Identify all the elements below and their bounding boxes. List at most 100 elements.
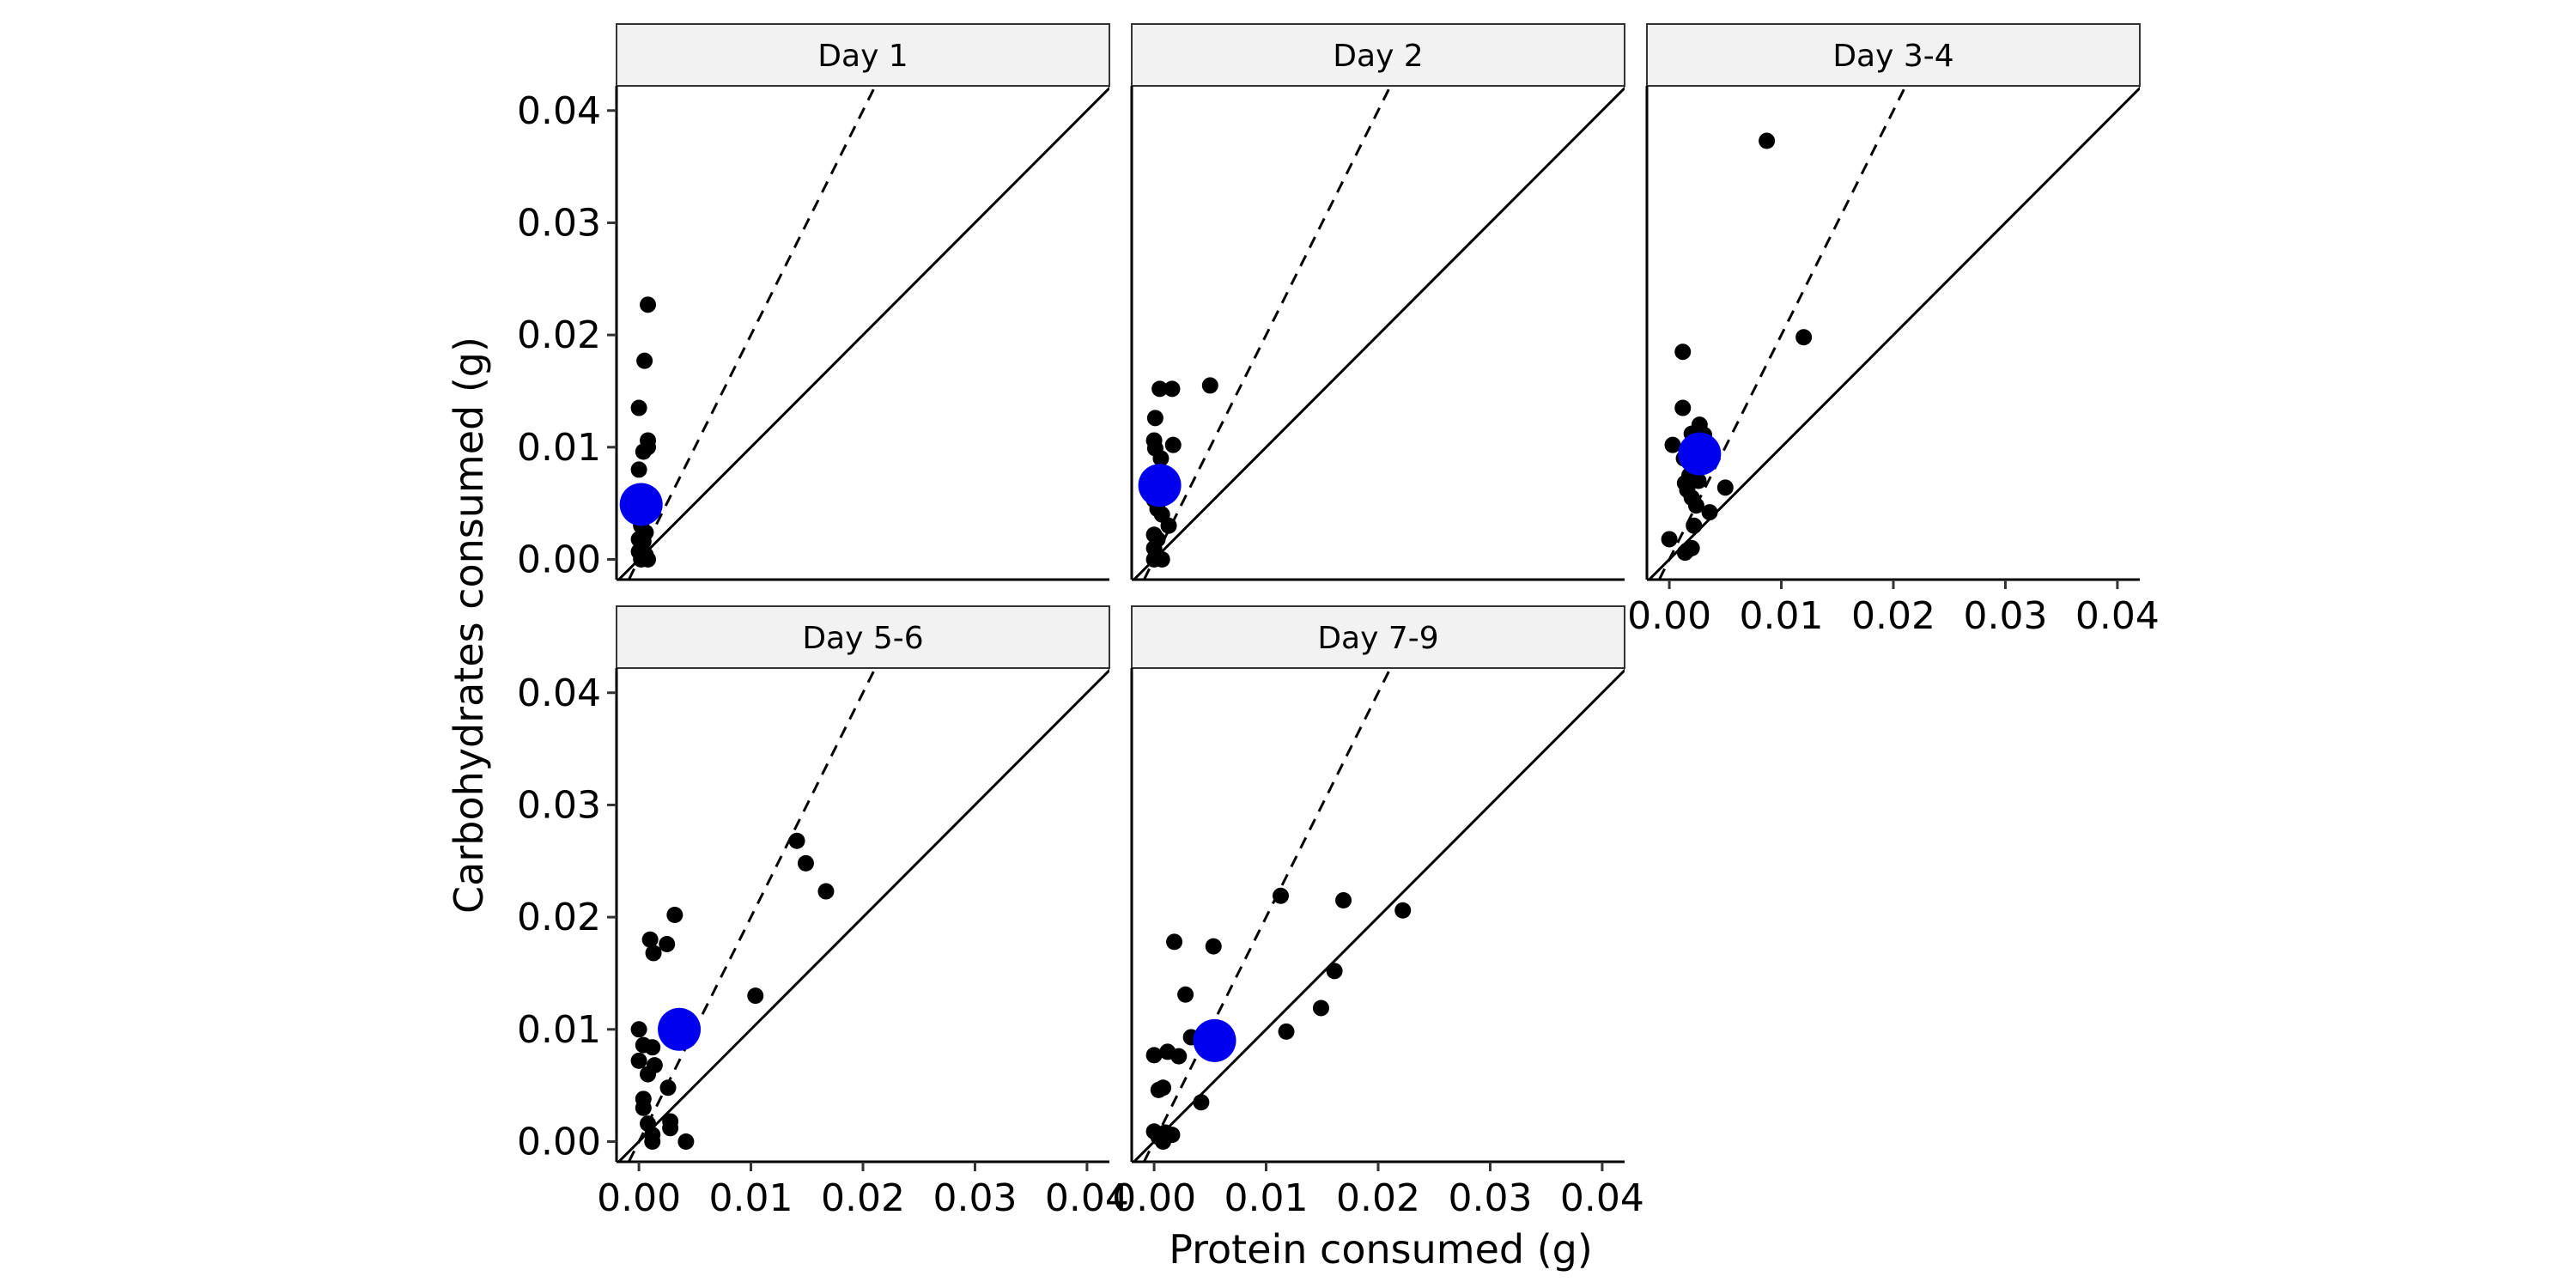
data-point	[641, 931, 659, 948]
panel-title: Day 1	[817, 39, 908, 74]
panel-day-2: Day 2	[1130, 23, 1625, 581]
reference-line-dashed	[628, 86, 877, 580]
mean-point	[619, 483, 663, 526]
x-tick-label: 0.02	[1336, 1176, 1420, 1220]
data-point	[1193, 1094, 1210, 1111]
data-point	[1690, 472, 1707, 489]
data-point	[1394, 902, 1412, 919]
data-point	[635, 1099, 652, 1116]
data-point	[640, 296, 657, 313]
data-point	[640, 439, 657, 456]
data-point	[1312, 999, 1329, 1017]
y-tick-label: 0.00	[517, 538, 601, 581]
data-point	[1278, 1023, 1295, 1040]
reference-line-dashed	[628, 668, 877, 1162]
data-point	[1166, 933, 1183, 951]
data-point	[1795, 329, 1813, 346]
mean-point	[1138, 464, 1182, 507]
data-point	[1759, 132, 1776, 149]
reference-line-solid	[1132, 86, 1625, 580]
data-point	[1335, 892, 1352, 909]
panel-title: Day 5-6	[802, 621, 923, 656]
reference-lines	[1132, 668, 1625, 1162]
data-point	[633, 550, 650, 568]
y-tick-label: 0.00	[517, 1120, 601, 1163]
x-tick-label: 0.04	[1560, 1176, 1644, 1220]
x-tick-label: 0.02	[1851, 594, 1935, 638]
x-tick-label: 0.03	[1963, 594, 2047, 638]
x-tick-label: 0.00	[597, 1176, 681, 1220]
panel-day-1: Day 1 0.00 0.01 0.02 0.03 0.04	[517, 23, 1110, 581]
x-tick-label: 0.01	[1224, 1176, 1309, 1220]
data-point	[788, 832, 805, 849]
x-tick-label: 0.02	[821, 1176, 905, 1220]
data-point	[666, 907, 683, 923]
mean-point	[1193, 1018, 1236, 1062]
reference-lines	[617, 86, 1109, 580]
x-tick-label: 0.00	[1627, 594, 1711, 638]
reference-lines	[1132, 86, 1625, 580]
y-tick-label: 0.02	[517, 313, 601, 357]
data-point	[645, 945, 662, 962]
data-point	[1686, 517, 1703, 534]
x-tick-label: 0.04	[2075, 594, 2160, 638]
panels-layer: Day 1 0.00 0.01 0.02 0.03 0.04 Day 2 Day 3-4 0.0…	[517, 23, 2160, 1220]
reference-line-solid	[1132, 668, 1625, 1162]
data-point	[640, 1066, 657, 1083]
panel-strip	[616, 23, 1110, 87]
data-points	[1661, 132, 1813, 562]
panel-title: Day 2	[1333, 39, 1423, 74]
data-point	[1664, 436, 1681, 453]
data-point	[1145, 1047, 1163, 1064]
data-point	[659, 935, 676, 952]
data-point	[747, 987, 764, 1005]
panel-strip	[616, 605, 1110, 669]
data-point	[1163, 380, 1181, 398]
data-point	[1326, 963, 1343, 980]
reference-line-dashed	[1658, 86, 1907, 580]
y-tick-label: 0.02	[517, 896, 601, 939]
data-point	[644, 1133, 661, 1150]
data-point	[1146, 410, 1163, 427]
x-tick-label: 0.01	[709, 1176, 793, 1220]
data-point	[1674, 343, 1692, 361]
y-tick-label: 0.03	[517, 783, 601, 827]
panel-title: Day 3-4	[1832, 39, 1953, 74]
data-point	[636, 352, 653, 369]
reference-line-solid	[1647, 86, 2140, 580]
x-tick-label: 0.03	[1448, 1176, 1532, 1220]
data-point	[1687, 497, 1704, 514]
data-point	[659, 1079, 677, 1097]
panel-day-3-4: Day 3-4 0.00 0.01 0.02 0.03 0.04	[1627, 23, 2160, 638]
y-tick-label: 0.04	[517, 671, 601, 715]
data-point	[1177, 986, 1194, 1003]
data-point	[630, 399, 647, 416]
data-point	[1201, 377, 1218, 394]
data-point	[817, 883, 835, 900]
data-point	[1170, 1048, 1188, 1065]
data-point	[1145, 550, 1163, 568]
data-point	[630, 1052, 647, 1069]
data-point	[662, 1120, 679, 1137]
reference-lines	[1647, 86, 2140, 580]
panel-title: Day 7-9	[1317, 621, 1438, 656]
data-point	[677, 1133, 695, 1150]
mean-point	[658, 1007, 702, 1051]
data-points	[630, 832, 835, 1150]
x-axis-title: Protein consumed (g)	[1169, 1226, 1593, 1273]
reference-line-dashed	[1143, 668, 1392, 1162]
panel-strip	[1131, 605, 1625, 669]
y-tick-label: 0.01	[517, 426, 601, 470]
data-point	[1155, 1133, 1172, 1150]
data-point	[1164, 436, 1182, 453]
data-point	[797, 854, 814, 872]
y-tick-label: 0.04	[517, 89, 601, 133]
x-tick-label: 0.01	[1740, 594, 1824, 638]
data-points	[630, 296, 659, 568]
data-point	[1273, 887, 1290, 904]
data-point	[1674, 399, 1692, 416]
mean-point	[1678, 432, 1722, 476]
data-point	[635, 1036, 652, 1054]
x-tick-label: 0.03	[933, 1176, 1017, 1220]
